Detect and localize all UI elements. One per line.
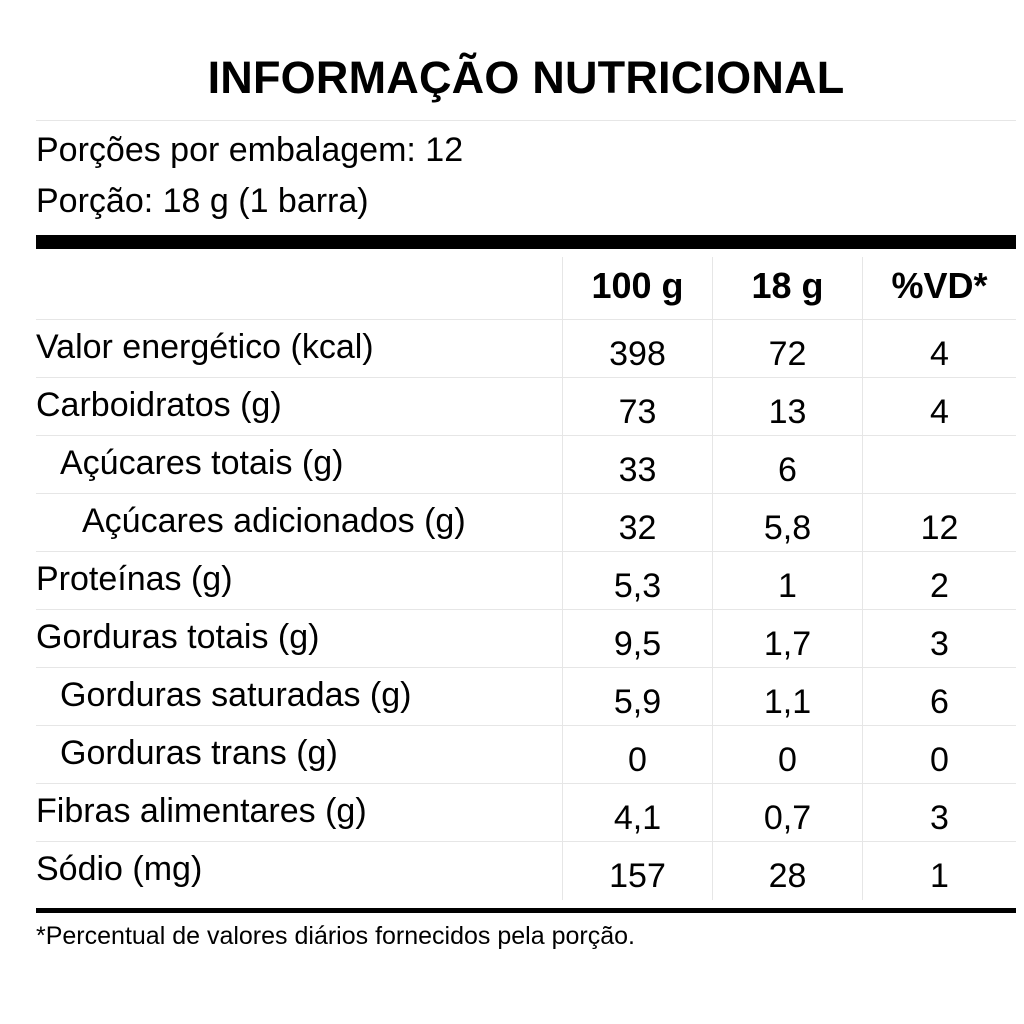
table-row: Açúcares adicionados (g) 32 5,8 12 [36, 494, 1016, 552]
bottom-rule [36, 908, 1016, 913]
label-title: INFORMAÇÃO NUTRICIONAL [207, 52, 845, 103]
value-daily-percent: 0 [862, 726, 1016, 783]
value-daily-percent: 1 [862, 842, 1016, 900]
value-per-serving: 5,8 [712, 494, 862, 551]
nutrient-label: Açúcares totais (g) [60, 444, 344, 482]
value-per-serving: 1 [712, 552, 862, 609]
column-header-100g: 100 g [562, 257, 712, 319]
nutrient-label: Gorduras saturadas (g) [60, 676, 412, 714]
footnote: *Percentual de valores diários fornecido… [36, 922, 635, 950]
value-per-100g: 0 [562, 726, 712, 783]
value-per-serving: 0,7 [712, 784, 862, 841]
table-row: Gorduras trans (g) 0 0 0 [36, 726, 1016, 784]
value-daily-percent: 3 [862, 610, 1016, 667]
value-per-serving: 13 [712, 378, 862, 435]
nutrient-label: Sódio (mg) [36, 850, 203, 888]
value-per-100g: 157 [562, 842, 712, 900]
table-row: Valor energético (kcal) 398 72 4 [36, 320, 1016, 378]
column-header-daily-value: %VD* [862, 257, 1016, 319]
table-row: Gorduras totais (g) 9,5 1,7 3 [36, 610, 1016, 668]
table-row: Proteínas (g) 5,3 1 2 [36, 552, 1016, 610]
table-row: Carboidratos (g) 73 13 4 [36, 378, 1016, 436]
value-per-serving: 6 [712, 436, 862, 493]
value-per-100g: 33 [562, 436, 712, 493]
serving-size: Porção: 18 g (1 barra) [36, 182, 369, 220]
top-thick-rule [36, 235, 1016, 249]
value-per-100g: 398 [562, 320, 712, 377]
table-row: Sódio (mg) 157 28 1 [36, 842, 1016, 900]
value-daily-percent: 4 [862, 378, 1016, 435]
value-daily-percent: 3 [862, 784, 1016, 841]
nutrient-label: Gorduras trans (g) [60, 734, 338, 772]
value-daily-percent: 12 [862, 494, 1016, 551]
value-per-serving: 1,7 [712, 610, 862, 667]
value-per-100g: 32 [562, 494, 712, 551]
header-empty-cell [36, 257, 562, 319]
value-daily-percent: 6 [862, 668, 1016, 725]
value-per-serving: 28 [712, 842, 862, 900]
value-per-serving: 1,1 [712, 668, 862, 725]
value-per-100g: 5,3 [562, 552, 712, 609]
table-row: Açúcares totais (g) 33 6 [36, 436, 1016, 494]
nutrient-label: Proteínas (g) [36, 560, 233, 598]
nutrition-table: 100 g 18 g %VD* Valor energético (kcal) … [36, 257, 1016, 900]
table-header-row: 100 g 18 g %VD* [36, 257, 1016, 320]
nutrient-label: Gorduras totais (g) [36, 618, 320, 656]
value-daily-percent: 2 [862, 552, 1016, 609]
nutrient-label: Carboidratos (g) [36, 386, 282, 424]
nutrient-label: Açúcares adicionados (g) [82, 502, 466, 540]
column-header-serving: 18 g [712, 257, 862, 319]
value-daily-percent: 4 [862, 320, 1016, 377]
value-per-100g: 4,1 [562, 784, 712, 841]
value-per-serving: 72 [712, 320, 862, 377]
nutrition-facts-panel: INFORMAÇÃO NUTRICIONAL Porções por embal… [36, 0, 1016, 1024]
value-daily-percent [862, 436, 1016, 493]
value-per-serving: 0 [712, 726, 862, 783]
table-row: Gorduras saturadas (g) 5,9 1,1 6 [36, 668, 1016, 726]
table-row: Fibras alimentares (g) 4,1 0,7 3 [36, 784, 1016, 842]
nutrient-label: Fibras alimentares (g) [36, 792, 367, 830]
title-divider [36, 120, 1016, 121]
nutrient-label: Valor energético (kcal) [36, 328, 374, 366]
servings-per-package: Porções por embalagem: 12 [36, 131, 464, 169]
value-per-100g: 73 [562, 378, 712, 435]
value-per-100g: 5,9 [562, 668, 712, 725]
value-per-100g: 9,5 [562, 610, 712, 667]
